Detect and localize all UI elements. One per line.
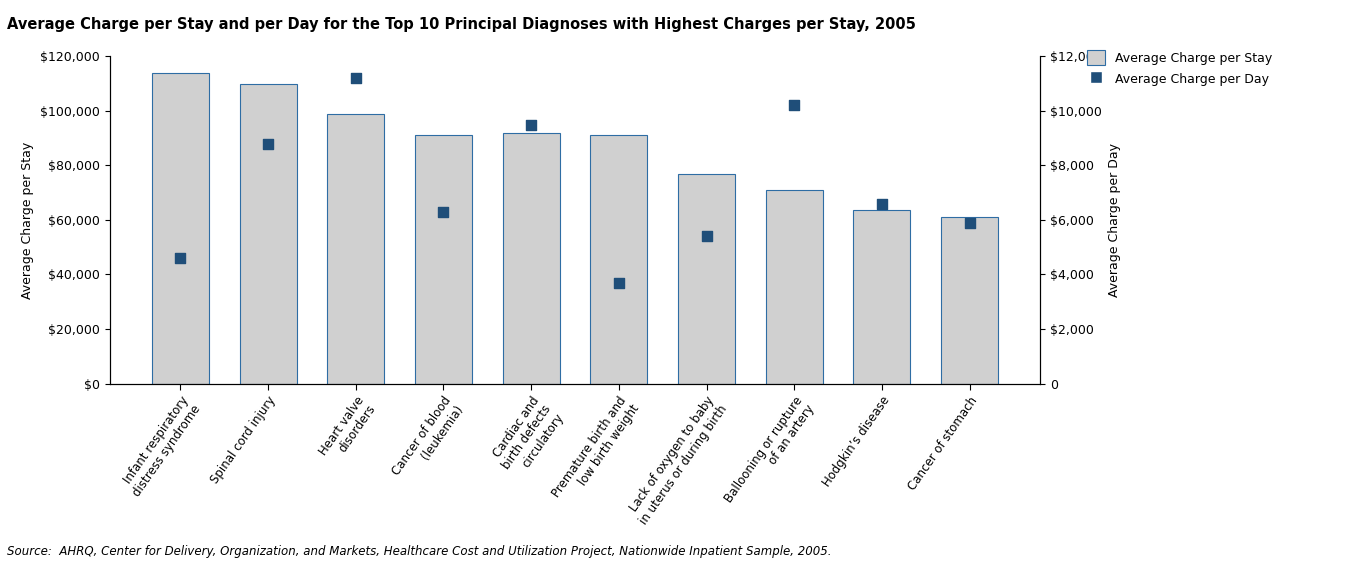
Bar	[152, 73, 209, 384]
Point	[608, 278, 630, 287]
Legend: Average Charge per Stay, Average Charge per Day: Average Charge per Stay, Average Charge …	[1082, 45, 1277, 92]
Point	[871, 199, 893, 208]
Bar	[765, 190, 823, 384]
Point	[783, 101, 805, 110]
Bar	[853, 210, 910, 384]
Text: Source:  AHRQ, Center for Delivery, Organization, and Markets, Healthcare Cost a: Source: AHRQ, Center for Delivery, Organ…	[7, 545, 831, 558]
Bar	[415, 135, 472, 384]
Text: Average Charge per Stay and per Day for the Top 10 Principal Diagnoses with High: Average Charge per Stay and per Day for …	[7, 17, 916, 32]
Y-axis label: Average Charge per Stay: Average Charge per Stay	[22, 142, 34, 298]
Bar	[941, 217, 998, 384]
Point	[170, 254, 192, 263]
Bar	[502, 133, 560, 384]
Bar	[327, 114, 385, 384]
Point	[433, 208, 455, 217]
Bar	[678, 174, 735, 384]
Point	[257, 139, 279, 148]
Y-axis label: Average Charge per Day: Average Charge per Day	[1108, 143, 1121, 297]
Point	[520, 120, 542, 129]
Point	[695, 232, 717, 241]
Bar	[590, 135, 648, 384]
Bar	[240, 83, 297, 384]
Point	[345, 74, 367, 83]
Point	[958, 218, 980, 227]
